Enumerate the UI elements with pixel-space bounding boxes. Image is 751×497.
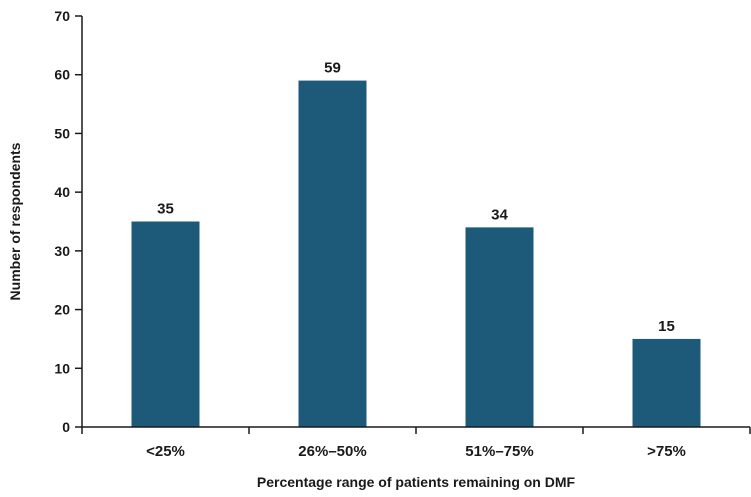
x-category-label: >75% — [647, 443, 686, 460]
value-labels: 35 59 34 15 — [157, 60, 675, 335]
y-tick-label: 0 — [62, 419, 70, 435]
y-tick-label: 70 — [54, 8, 70, 24]
y-tick-label: 50 — [54, 125, 70, 141]
bar — [632, 338, 701, 427]
bar — [298, 80, 367, 427]
bar-value-label: 59 — [324, 60, 341, 77]
x-category-label: <25% — [146, 443, 185, 460]
bars — [131, 80, 701, 427]
bar-value-label: 15 — [658, 318, 675, 335]
y-tick-label: 10 — [54, 360, 70, 376]
x-axis-ticks — [81, 427, 751, 434]
y-axis-ticks: 0 10 20 30 40 50 60 70 — [54, 8, 82, 435]
y-tick-label: 20 — [54, 302, 70, 318]
bar-value-label: 34 — [491, 206, 508, 223]
bar-value-label: 35 — [157, 201, 174, 218]
x-category-label: 51%–75% — [465, 443, 533, 460]
bar — [465, 227, 534, 427]
y-tick-label: 60 — [54, 67, 70, 83]
x-category-label: 26%–50% — [298, 443, 366, 460]
y-tick-label: 30 — [54, 243, 70, 259]
y-tick-label: 40 — [54, 184, 70, 200]
category-labels: <25% 26%–50% 51%–75% >75% — [146, 443, 686, 460]
bar — [131, 221, 200, 427]
y-axis-title: Number of respondents — [7, 142, 23, 300]
x-axis-title: Percentage range of patients remaining o… — [257, 474, 576, 490]
